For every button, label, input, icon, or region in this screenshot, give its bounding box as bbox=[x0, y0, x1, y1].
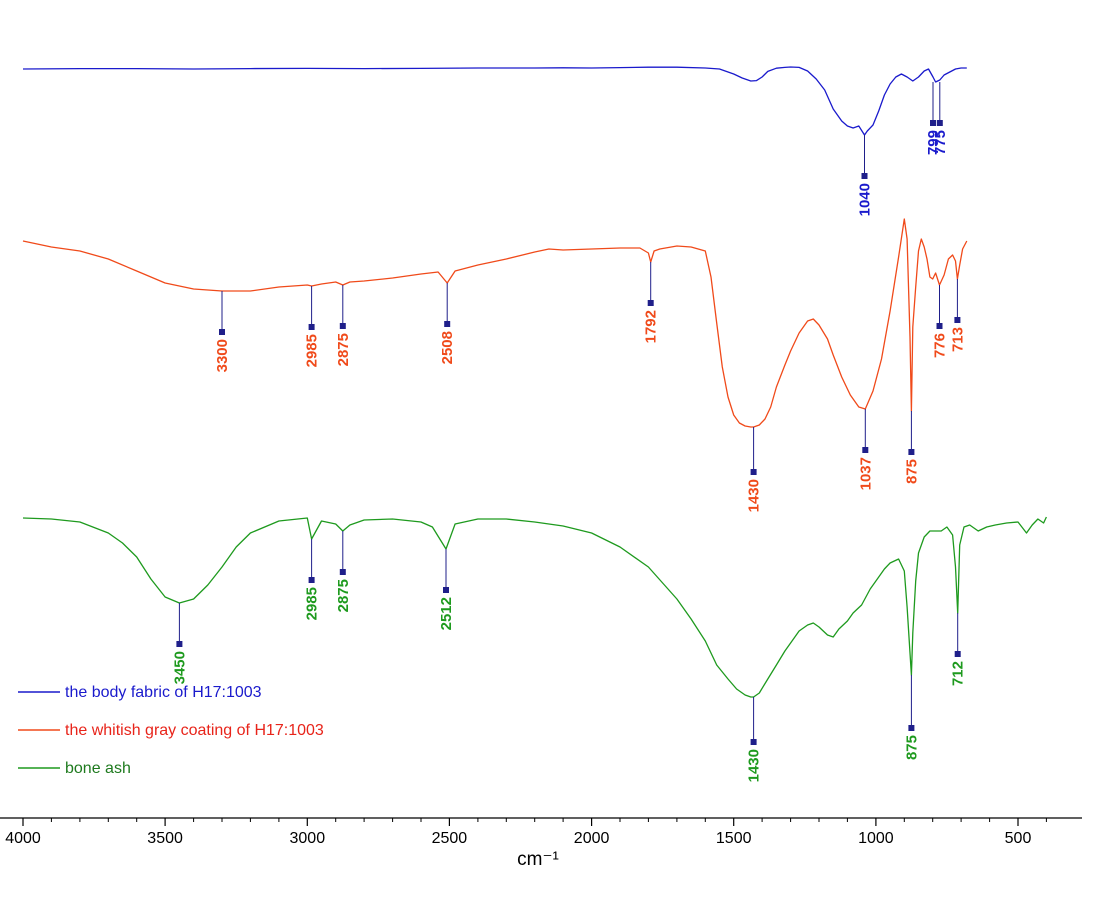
x-tick-label-3000: 3000 bbox=[290, 830, 326, 847]
legend-label-whitish-gray-coating: the whitish gray coating of H17:1003 bbox=[65, 722, 324, 739]
peak-marker-the-body-fabric-of-h17-1003-799 bbox=[930, 120, 936, 126]
peak-label-bone-ash-712: 712 bbox=[950, 661, 967, 686]
legend-item-bone-ash: bone ash bbox=[18, 760, 131, 777]
x-tick-label-2500: 2500 bbox=[432, 830, 468, 847]
peak-marker-bone-ash-2875 bbox=[339, 569, 346, 575]
peak-label-the-body-fabric-of-h17-1003-775: 775 bbox=[932, 130, 949, 155]
peak-marker-bone-ash-2512 bbox=[443, 587, 449, 593]
x-tick-label-4000: 4000 bbox=[5, 830, 41, 847]
series-line-the-whitish-gray-coating-of-h17-1003 bbox=[22, 218, 968, 428]
peak-marker-the-body-fabric-of-h17-1003-775 bbox=[936, 120, 943, 126]
peak-marker-the-whitish-gray-coating-of-h17-1003-875 bbox=[908, 449, 915, 455]
legend-label-bone-ash: bone ash bbox=[65, 760, 131, 777]
peak-marker-bone-ash-712 bbox=[954, 651, 961, 657]
x-tick-label-500: 500 bbox=[1005, 830, 1032, 847]
peak-marker-bone-ash-875 bbox=[908, 725, 915, 731]
legend: the body fabric of H17:1003 the whitish … bbox=[18, 684, 324, 777]
peak-marker-bone-ash-1430 bbox=[750, 739, 757, 745]
peak-marker-the-whitish-gray-coating-of-h17-1003-1430 bbox=[750, 469, 757, 475]
peak-marker-the-whitish-gray-coating-of-h17-1003-1792 bbox=[647, 300, 654, 306]
peak-label-the-body-fabric-of-h17-1003-1040: 1040 bbox=[857, 183, 874, 216]
x-axis-ticks: 4000 3500 3000 2500 2000 1500 1000 500 bbox=[5, 818, 1047, 847]
peak-marker-the-whitish-gray-coating-of-h17-1003-2875 bbox=[339, 323, 346, 329]
legend-item-whitish-gray-coating: the whitish gray coating of H17:1003 bbox=[18, 722, 324, 739]
x-tick-label-1500: 1500 bbox=[716, 830, 752, 847]
x-tick-label-1000: 1000 bbox=[858, 830, 894, 847]
x-tick-label-3500: 3500 bbox=[147, 830, 183, 847]
peak-marker-the-whitish-gray-coating-of-h17-1003-713 bbox=[954, 317, 961, 323]
peak-label-bone-ash-2875: 2875 bbox=[335, 579, 352, 612]
peak-label-the-whitish-gray-coating-of-h17-1003-2875: 2875 bbox=[335, 333, 352, 366]
peak-marker-the-whitish-gray-coating-of-h17-1003-2985 bbox=[308, 324, 315, 330]
peak-label-bone-ash-1430: 1430 bbox=[746, 749, 763, 782]
peak-marker-bone-ash-2985 bbox=[308, 577, 315, 583]
peak-marker-the-whitish-gray-coating-of-h17-1003-776 bbox=[936, 323, 943, 329]
peak-label-the-whitish-gray-coating-of-h17-1003-1037: 1037 bbox=[857, 457, 874, 490]
series-line-the-body-fabric-of-h17-1003 bbox=[22, 66, 967, 136]
peak-marker-the-whitish-gray-coating-of-h17-1003-2508 bbox=[444, 321, 451, 327]
peak-marker-bone-ash-3450 bbox=[176, 641, 183, 647]
peak-marker-the-whitish-gray-coating-of-h17-1003-3300 bbox=[219, 329, 225, 335]
x-axis-title: cm⁻¹ bbox=[517, 849, 559, 870]
peak-label-bone-ash-3450: 3450 bbox=[171, 651, 188, 684]
peak-label-bone-ash-2985: 2985 bbox=[304, 587, 321, 620]
peak-label-bone-ash-2512: 2512 bbox=[438, 597, 455, 630]
peak-label-the-whitish-gray-coating-of-h17-1003-875: 875 bbox=[903, 459, 920, 484]
series-line-bone-ash bbox=[22, 516, 1047, 698]
peak-label-the-body-fabric-of-h17-1003-799: 799 bbox=[925, 130, 942, 155]
peak-label-the-whitish-gray-coating-of-h17-1003-2508: 2508 bbox=[439, 331, 456, 364]
peak-label-the-whitish-gray-coating-of-h17-1003-776: 776 bbox=[932, 333, 949, 358]
peak-label-the-whitish-gray-coating-of-h17-1003-1430: 1430 bbox=[746, 479, 763, 512]
peak-label-the-whitish-gray-coating-of-h17-1003-713: 713 bbox=[949, 327, 966, 352]
spectra-curves bbox=[22, 66, 1047, 698]
legend-item-body-fabric: the body fabric of H17:1003 bbox=[18, 684, 262, 701]
legend-label-body-fabric: the body fabric of H17:1003 bbox=[65, 684, 262, 701]
peak-label-the-whitish-gray-coating-of-h17-1003-3300: 3300 bbox=[214, 339, 231, 372]
peak-label-bone-ash-875: 875 bbox=[903, 735, 920, 760]
peak-label-the-whitish-gray-coating-of-h17-1003-1792: 1792 bbox=[643, 310, 660, 343]
peak-label-the-whitish-gray-coating-of-h17-1003-2985: 2985 bbox=[304, 334, 321, 367]
x-axis: 4000 3500 3000 2500 2000 1500 1000 500 cm⁻¹ bbox=[0, 817, 1082, 870]
x-tick-label-2000: 2000 bbox=[574, 830, 610, 847]
peak-marker-the-whitish-gray-coating-of-h17-1003-1037 bbox=[862, 447, 869, 453]
peak-marker-the-body-fabric-of-h17-1003-1040 bbox=[861, 173, 868, 179]
